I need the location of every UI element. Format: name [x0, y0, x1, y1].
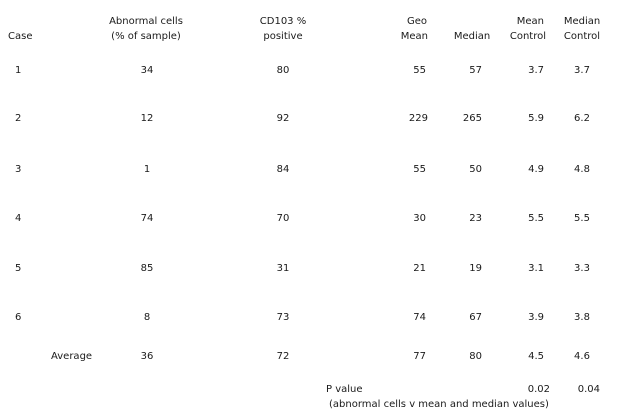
row-2-median: 265: [462, 113, 482, 124]
header-geo-mean: Geo: [406, 16, 427, 27]
row-2-abnormal: 12: [140, 113, 154, 124]
row-6-median-control: 3.8: [574, 312, 590, 323]
pvalue-mean: 0.02: [527, 384, 550, 395]
row-3-median-control: 4.8: [574, 164, 590, 175]
row-6-mean-control: 3.9: [528, 312, 544, 323]
header-abnormal-cells: Abnormal cells: [109, 16, 183, 27]
row-6-median: 67: [469, 312, 482, 323]
average-median: 80: [469, 351, 482, 362]
row-2-cd103: 92: [276, 113, 290, 124]
header-case: Case: [8, 31, 33, 42]
row-4-median-control: 5.5: [574, 213, 590, 224]
row-6-cd103: 73: [276, 312, 290, 323]
pvalue-label: P value: [326, 384, 363, 395]
header-cd103-sub: positive: [263, 31, 303, 42]
header-geo-mean-sub: Mean: [400, 31, 428, 42]
row-4-abnormal: 74: [140, 213, 154, 224]
row-5-case: 5: [15, 263, 22, 274]
row-1-cd103: 80: [276, 65, 290, 76]
row-2-case: 2: [15, 113, 22, 124]
row-6-geo-mean: 74: [413, 312, 426, 323]
average-mean-control: 4.5: [528, 351, 544, 362]
row-6-case: 6: [15, 312, 22, 323]
row-2-geo-mean: 229: [408, 113, 428, 124]
row-5-cd103: 31: [276, 263, 290, 274]
row-1-abnormal: 34: [140, 65, 154, 76]
row-5-median-control: 3.3: [574, 263, 590, 274]
row-3-abnormal: 1: [143, 164, 151, 175]
row-3-cd103: 84: [276, 164, 290, 175]
row-5-median: 19: [469, 263, 482, 274]
pvalue-note: (abnormal cells v mean and median values…: [329, 399, 549, 410]
row-5-abnormal: 85: [140, 263, 154, 274]
average-label: Average: [51, 351, 93, 362]
row-4-cd103: 70: [276, 213, 290, 224]
header-median-control-sub: Control: [563, 31, 601, 42]
header-mean-control-sub: Control: [509, 31, 546, 42]
row-1-median: 57: [469, 65, 482, 76]
row-1-median-control: 3.7: [574, 65, 590, 76]
row-5-geo-mean: 21: [413, 263, 426, 274]
row-1-case: 1: [15, 65, 22, 76]
average-abnormal: 36: [140, 351, 154, 362]
pvalue-median: 0.04: [577, 384, 600, 395]
row-4-geo-mean: 30: [413, 213, 426, 224]
average-cd103: 72: [276, 351, 290, 362]
header-median-control: Median: [563, 16, 601, 27]
row-1-mean-control: 3.7: [528, 65, 544, 76]
average-median-control: 4.6: [574, 351, 590, 362]
row-1-geo-mean: 55: [413, 65, 426, 76]
row-4-mean-control: 5.5: [528, 213, 544, 224]
row-4-case: 4: [15, 213, 22, 224]
row-3-mean-control: 4.9: [528, 164, 544, 175]
header-median: Median: [453, 31, 491, 42]
row-3-median: 50: [469, 164, 482, 175]
row-2-median-control: 6.2: [574, 113, 590, 124]
row-4-median: 23: [469, 213, 482, 224]
row-2-mean-control: 5.9: [528, 113, 544, 124]
header-abnormal-cells-sub: (% of sample): [111, 31, 181, 42]
average-geo-mean: 77: [413, 351, 426, 362]
row-3-case: 3: [15, 164, 22, 175]
header-cd103: CD103 %: [259, 16, 307, 27]
header-mean-control: Mean: [516, 16, 544, 27]
row-6-abnormal: 8: [143, 312, 151, 323]
row-3-geo-mean: 55: [413, 164, 426, 175]
row-5-mean-control: 3.1: [528, 263, 544, 274]
